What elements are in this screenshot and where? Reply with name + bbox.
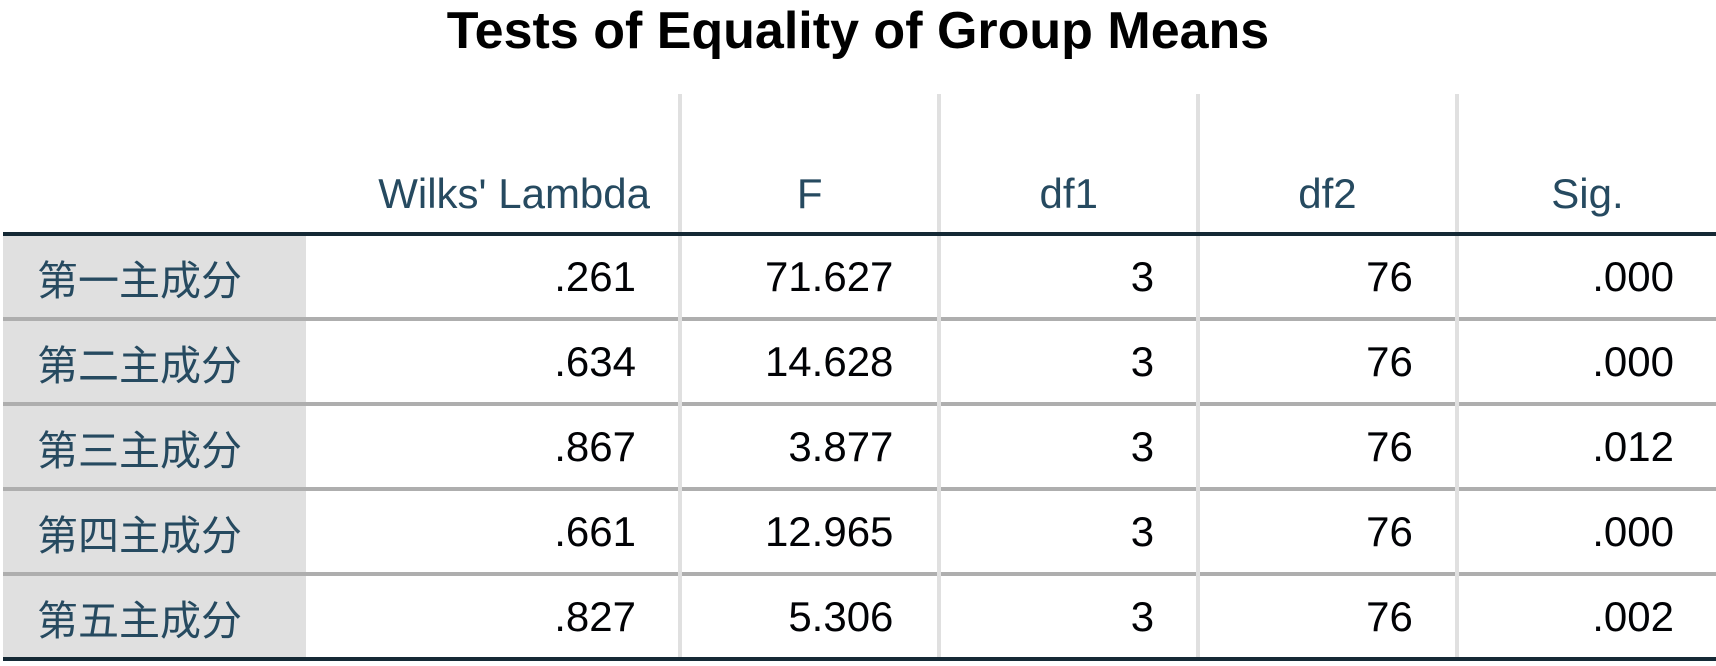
group-means-table: Wilks' Lambda F df1 df2 Sig. 第一主成分 .261 … — [3, 94, 1716, 661]
sig-value: .000 — [1454, 487, 1716, 574]
table-row: 第五主成分 .827 5.306 3 76 .002 — [3, 572, 1716, 661]
row-label: 第二主成分 — [3, 317, 307, 404]
column-header-df1: df1 — [937, 94, 1199, 236]
table-row: 第一主成分 .261 71.627 3 76 .000 — [3, 234, 1716, 319]
corner-cell — [3, 94, 307, 236]
f-value: 12.965 — [678, 487, 940, 574]
column-header-wilks-lambda: Wilks' Lambda — [306, 94, 681, 236]
df2-value: 76 — [1196, 572, 1457, 661]
wilks-lambda-value: .661 — [306, 487, 681, 574]
table-title: Tests of Equality of Group Means — [446, 2, 1270, 60]
row-label: 第三主成分 — [3, 402, 307, 489]
df1-value: 3 — [937, 317, 1199, 404]
f-value: 71.627 — [678, 234, 940, 319]
row-label: 第四主成分 — [3, 487, 307, 574]
table-row: 第二主成分 .634 14.628 3 76 .000 — [3, 317, 1716, 404]
df1-value: 3 — [937, 234, 1199, 319]
df1-value: 3 — [937, 572, 1199, 661]
header-row: Wilks' Lambda F df1 df2 Sig. — [3, 94, 1716, 236]
wilks-lambda-value: .634 — [306, 317, 681, 404]
df2-value: 76 — [1196, 402, 1457, 489]
sig-value: .002 — [1454, 572, 1716, 661]
table-row: 第三主成分 .867 3.877 3 76 .012 — [3, 402, 1716, 489]
row-label: 第一主成分 — [3, 234, 307, 319]
f-value: 5.306 — [678, 572, 940, 661]
f-value: 14.628 — [678, 317, 940, 404]
df2-value: 76 — [1196, 234, 1457, 319]
df1-value: 3 — [937, 402, 1199, 489]
wilks-lambda-value: .867 — [306, 402, 681, 489]
df1-value: 3 — [937, 487, 1199, 574]
column-header-f: F — [678, 94, 940, 236]
f-value: 3.877 — [678, 402, 940, 489]
column-header-sig: Sig. — [1454, 94, 1716, 236]
row-label: 第五主成分 — [3, 572, 307, 661]
sig-value: .000 — [1454, 317, 1716, 404]
df2-value: 76 — [1196, 317, 1457, 404]
sig-value: .012 — [1454, 402, 1716, 489]
table-row: 第四主成分 .661 12.965 3 76 .000 — [3, 487, 1716, 574]
wilks-lambda-value: .261 — [554, 252, 637, 300]
sig-value: .000 — [1454, 234, 1716, 319]
column-header-df2: df2 — [1196, 94, 1457, 236]
wilks-lambda-value: .827 — [306, 572, 681, 661]
df2-value: 76 — [1196, 487, 1457, 574]
